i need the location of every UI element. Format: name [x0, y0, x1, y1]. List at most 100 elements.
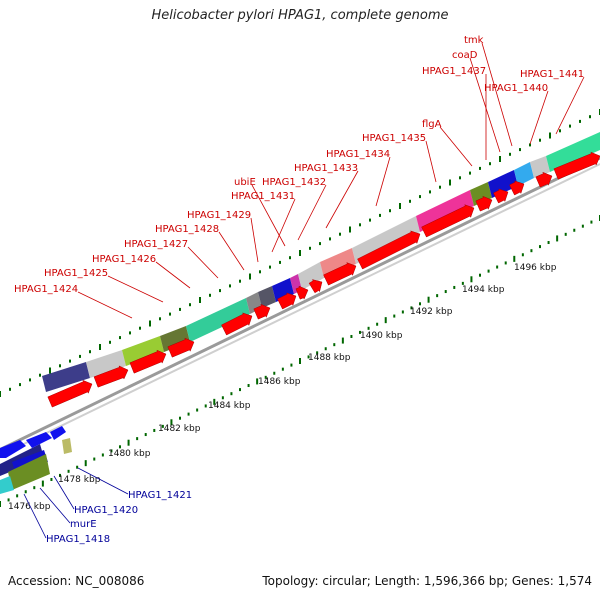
tick-mark	[529, 143, 531, 147]
tick-mark	[247, 384, 250, 388]
tick-mark	[444, 290, 447, 294]
tick-mark	[29, 378, 31, 382]
gene-label[interactable]: murE	[70, 519, 97, 530]
tick-mark	[230, 392, 233, 396]
tick-mark	[470, 276, 473, 283]
gene-label[interactable]: tmk	[464, 35, 484, 46]
tick-mark	[349, 226, 351, 233]
tick-mark	[19, 383, 21, 387]
gene-label[interactable]: HPAG1_1420	[74, 505, 138, 516]
gene-label[interactable]: HPAG1_1421	[128, 490, 192, 501]
category-block	[8, 454, 50, 490]
tick-mark	[556, 235, 559, 242]
tick-mark	[24, 490, 27, 494]
label-leader-line	[107, 275, 164, 303]
gene-labels: HPAG1_1424 HPAG1_1425 HPAG1_1426 HPAG1_1427…	[14, 35, 585, 545]
label-leader-line	[469, 57, 501, 153]
gene-label[interactable]: HPAG1_1424	[14, 284, 78, 295]
gene-label[interactable]: HPAG1_1433	[294, 163, 358, 174]
label-leader-line	[271, 198, 296, 253]
tick-mark	[139, 326, 141, 330]
tick-mark	[569, 124, 571, 128]
tick-mark	[170, 419, 173, 426]
tick-mark	[350, 334, 353, 338]
gene-label[interactable]: HPAG1_1434	[326, 149, 390, 160]
tick-mark	[149, 320, 151, 327]
tick-mark	[299, 250, 301, 256]
gene-label[interactable]: HPAG1_1427	[124, 239, 188, 250]
gene-arrow	[47, 379, 93, 408]
tick-mark	[564, 232, 567, 236]
label-leader-line	[251, 184, 286, 247]
tick-mark	[461, 281, 464, 285]
gene-label[interactable]: HPAG1_1418	[46, 534, 110, 545]
gene-arrow	[167, 337, 195, 358]
tick-mark	[590, 220, 593, 224]
tick-mark	[479, 166, 481, 170]
tick-mark	[289, 256, 291, 260]
gene-label[interactable]: HPAG1_1431	[231, 191, 295, 202]
gene-label[interactable]: HPAG1_1426	[92, 254, 156, 265]
tick-mark	[109, 340, 111, 344]
gene-label[interactable]: HPAG1_1425	[44, 268, 108, 279]
label-leader-line	[250, 217, 259, 263]
tick-mark	[573, 228, 576, 232]
tick-mark	[249, 273, 251, 280]
genome-summary-text: Topology: circular; Length: 1,596,366 bp…	[262, 574, 592, 588]
tick-mark	[7, 498, 10, 502]
scale-tick-label: 1478 kbp	[58, 475, 101, 485]
tick-mark	[559, 129, 561, 133]
tick-mark	[513, 255, 516, 262]
gene-label[interactable]: ubiE	[234, 177, 256, 188]
accession-text: Accession: NC_008086	[8, 574, 145, 588]
tick-mark	[119, 445, 121, 449]
tick-mark	[479, 273, 481, 277]
gene-arrow	[0, 440, 26, 458]
gene-label[interactable]: HPAG1_1441	[520, 69, 584, 80]
tick-mark	[307, 355, 310, 359]
gene-arrow	[93, 365, 129, 388]
tick-mark	[419, 195, 421, 199]
gene-label[interactable]: HPAG1_1440	[484, 83, 548, 94]
genome-backbone	[0, 156, 600, 457]
gene-arrow	[253, 303, 271, 320]
label-leader-line	[481, 42, 513, 147]
gene-label[interactable]: HPAG1_1437	[422, 66, 486, 77]
tick-mark	[449, 179, 451, 186]
tick-mark	[219, 289, 221, 293]
gene-label[interactable]: coaD	[452, 50, 478, 61]
tick-mark	[84, 460, 87, 467]
tick-mark	[129, 331, 131, 335]
tick-mark	[367, 326, 370, 330]
tick-mark	[439, 185, 441, 189]
tick-mark	[179, 307, 181, 311]
label-leader-line	[53, 475, 75, 510]
tick-mark	[196, 408, 199, 412]
tick-mark	[499, 156, 501, 162]
label-leader-line	[439, 126, 473, 167]
label-leader-line	[375, 156, 391, 207]
reverse-strand-genes	[0, 426, 72, 494]
feature-category-band	[42, 132, 600, 392]
tick-mark	[521, 253, 524, 257]
scale-tick-label: 1482 kbp	[158, 424, 201, 434]
tick-mark	[376, 322, 379, 326]
category-block	[352, 216, 420, 264]
gene-arrow	[357, 230, 421, 270]
gene-label[interactable]: HPAG1_1428	[155, 224, 219, 235]
gene-label[interactable]: HPAG1_1429	[187, 210, 251, 221]
category-block	[514, 162, 534, 186]
tick-mark	[429, 190, 431, 194]
tick-mark	[76, 465, 79, 469]
category-block	[42, 362, 90, 392]
backbone-line	[0, 156, 600, 452]
gene-label[interactable]: HPAG1_1435	[362, 133, 426, 144]
tick-mark	[0, 391, 1, 397]
tick-mark	[453, 285, 456, 289]
gene-label[interactable]: HPAG1_1432	[262, 177, 326, 188]
gene-label[interactable]: flgA	[422, 119, 442, 130]
category-block	[530, 156, 550, 178]
tick-mark	[50, 477, 53, 481]
tick-mark	[329, 237, 331, 241]
category-block	[0, 476, 14, 494]
